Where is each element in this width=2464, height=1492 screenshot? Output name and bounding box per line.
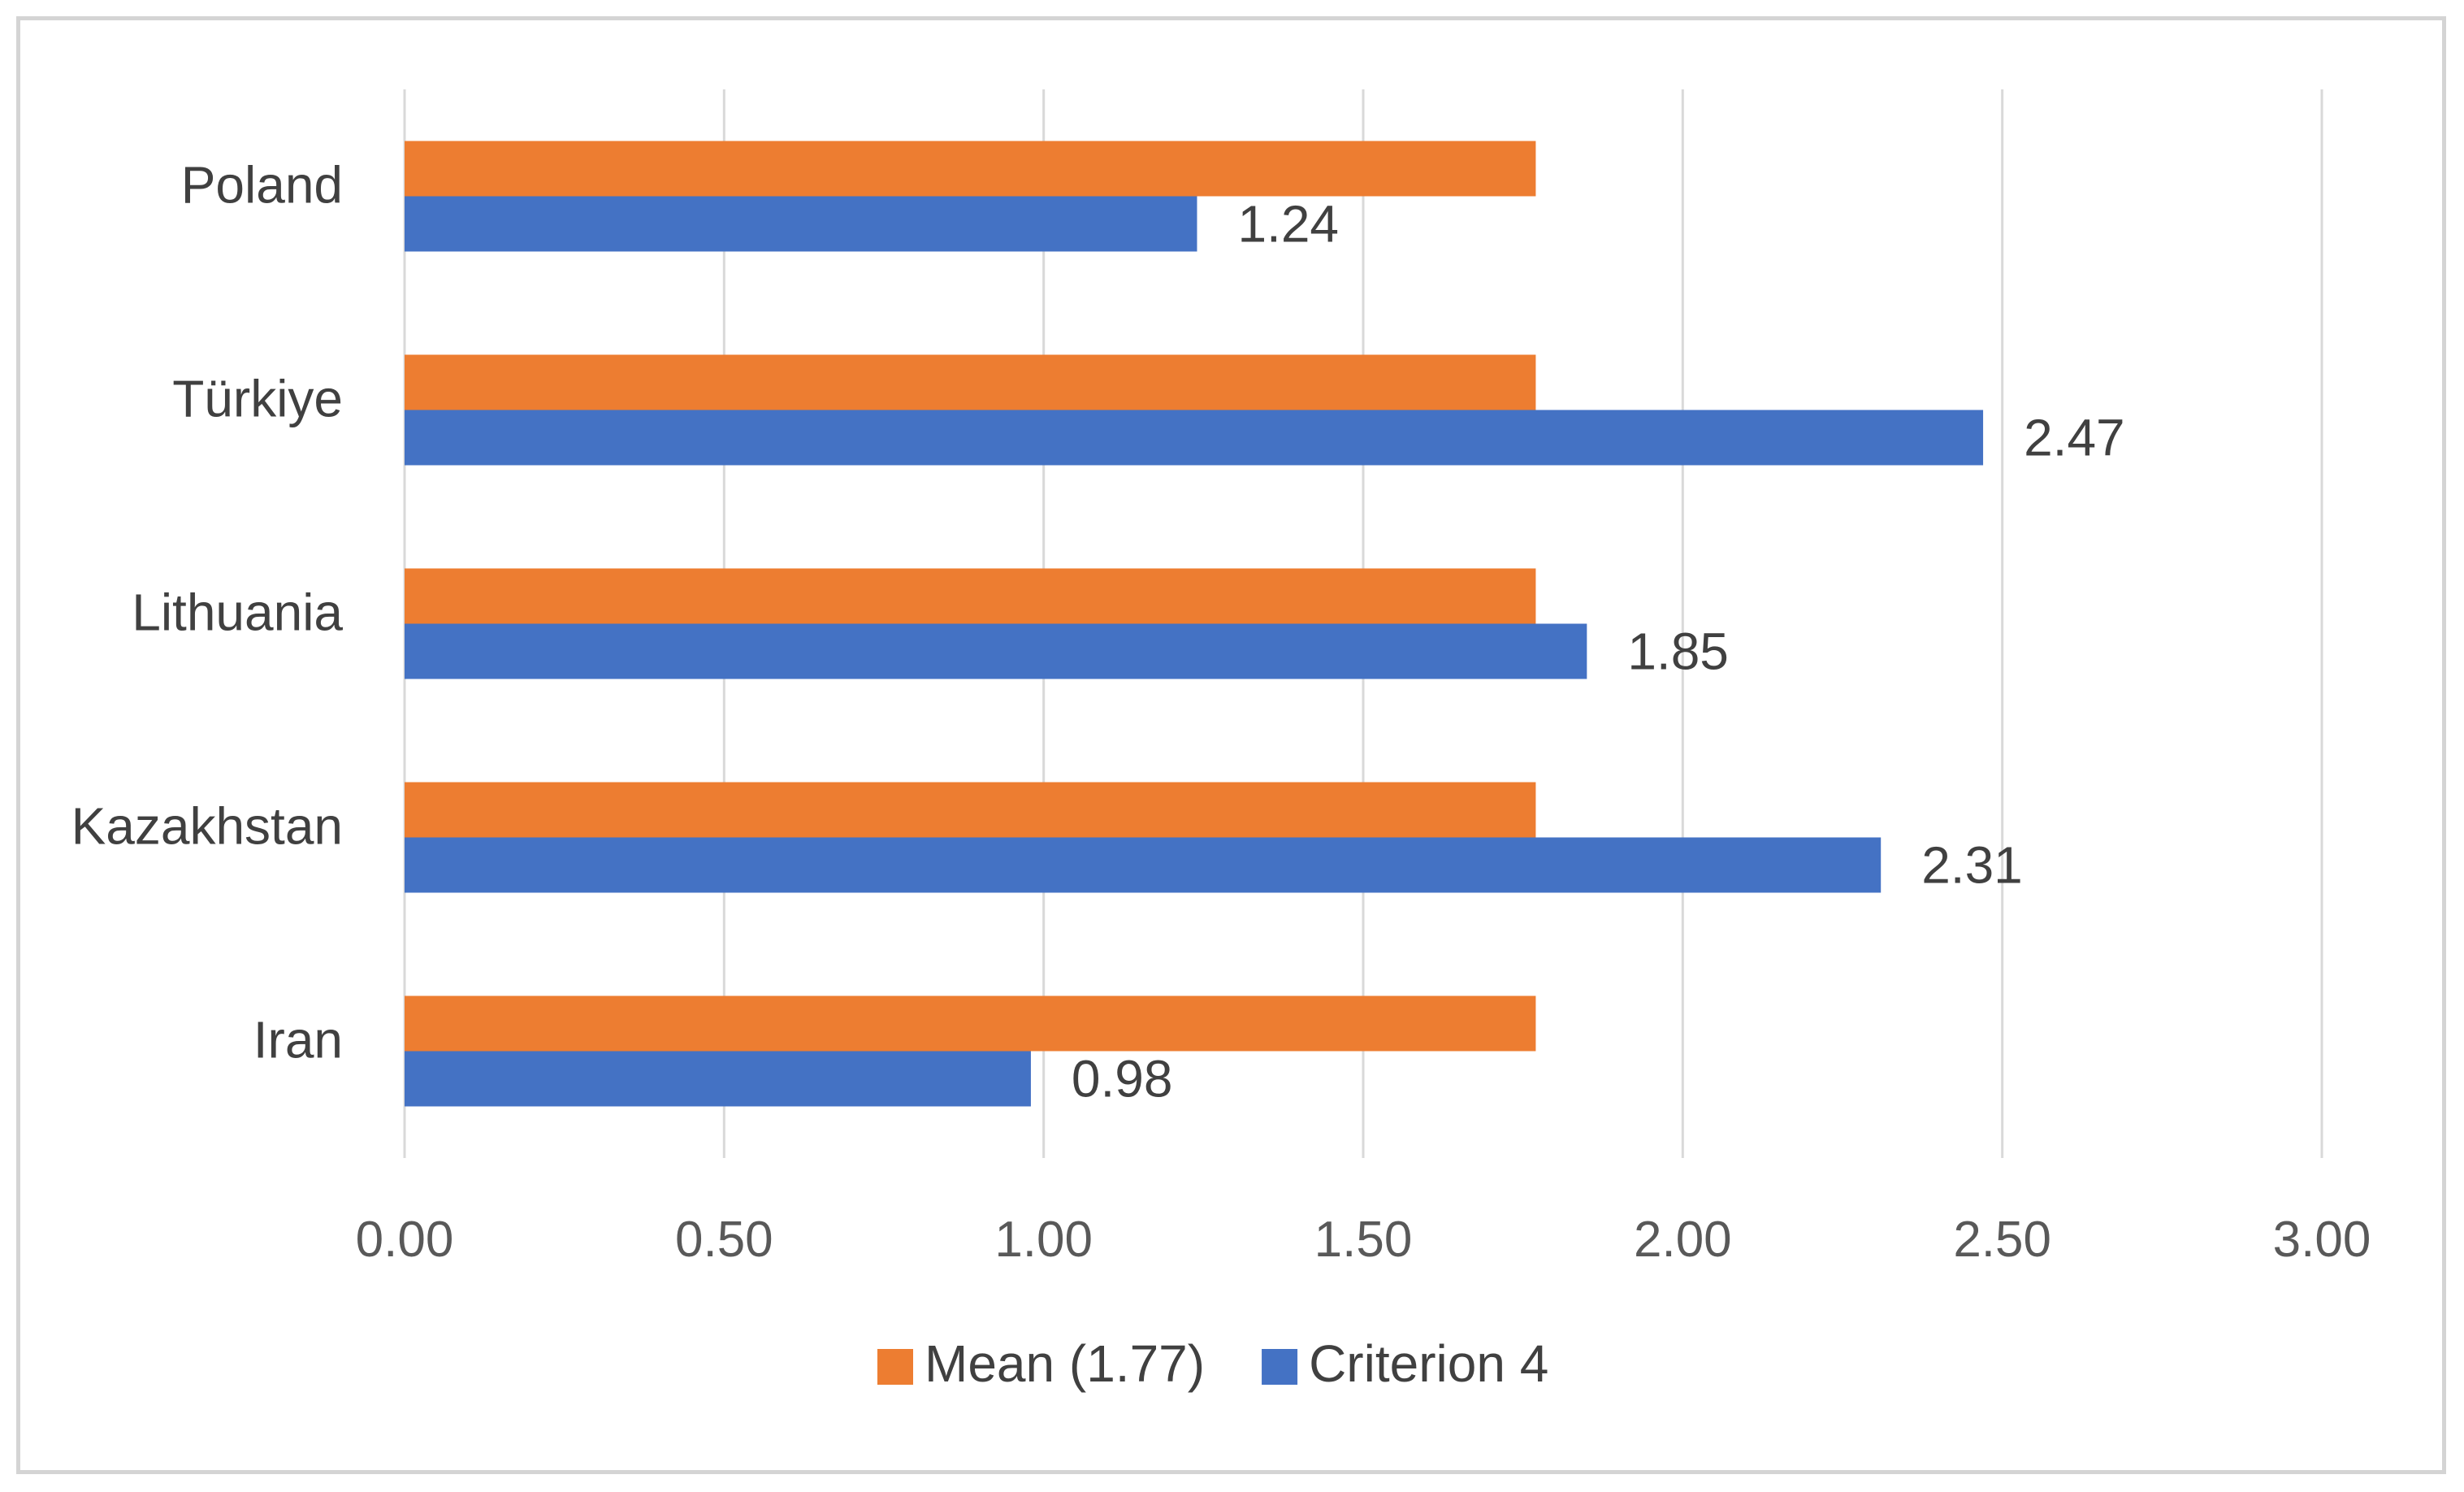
x-tick-label: 1.00 <box>994 1212 1093 1268</box>
bars <box>405 141 1984 1107</box>
bar-iran-mean <box>405 995 1536 1052</box>
bar-lithuania-mean <box>405 568 1536 624</box>
category-label-lithuania: Lithuania <box>132 583 343 642</box>
bar-türkiye-criterion-4 <box>405 410 1984 466</box>
legend-label-criterion-4: Criterion 4 <box>1309 1334 1548 1393</box>
bar-türkiye-mean <box>405 354 1536 410</box>
bar-kazakhstan-mean <box>405 782 1536 838</box>
category-label-poland: Poland <box>181 156 343 215</box>
legend: Mean (1.77) Criterion 4 <box>877 1334 1548 1393</box>
data-label: 0.98 <box>1072 1050 1173 1108</box>
legend-swatch-criterion-4 <box>1262 1349 1298 1385</box>
data-label: 1.24 <box>1237 195 1339 254</box>
bar-iran-criterion-4 <box>405 1051 1031 1107</box>
data-label: 2.47 <box>2024 409 2125 467</box>
bar-poland-criterion-4 <box>405 196 1197 252</box>
x-tick-label: 0.00 <box>356 1212 454 1268</box>
legend-label-mean: Mean (1.77) <box>925 1334 1205 1393</box>
data-label: 2.31 <box>1921 836 2023 895</box>
data-labels: 1.24 2.47 1.85 2.31 0.98 <box>1072 195 2125 1108</box>
category-labels: Poland Türkiye Lithuania Kazakhstan Iran <box>71 156 344 1069</box>
bar-lithuania-criterion-4 <box>405 623 1587 679</box>
x-tick-label: 0.50 <box>675 1212 773 1268</box>
data-label: 1.85 <box>1627 622 1729 681</box>
x-axis-tick-labels: 0.00 0.50 1.00 1.50 2.00 2.50 3.00 <box>356 1212 2371 1268</box>
category-label-kazakhstan: Kazakhstan <box>71 797 343 856</box>
bar-poland-mean <box>405 141 1536 197</box>
category-label-türkiye: Türkiye <box>172 370 343 428</box>
category-label-iran: Iran <box>253 1011 343 1069</box>
legend-swatch-mean <box>877 1349 913 1385</box>
gridlines <box>403 89 2323 1158</box>
x-tick-label: 2.50 <box>1953 1212 2051 1268</box>
x-tick-label: 1.50 <box>1314 1212 1413 1268</box>
bar-kazakhstan-criterion-4 <box>405 837 1882 893</box>
chart-frame <box>16 16 2446 1474</box>
x-tick-label: 3.00 <box>2273 1212 2371 1268</box>
x-tick-label: 2.00 <box>1634 1212 1732 1268</box>
